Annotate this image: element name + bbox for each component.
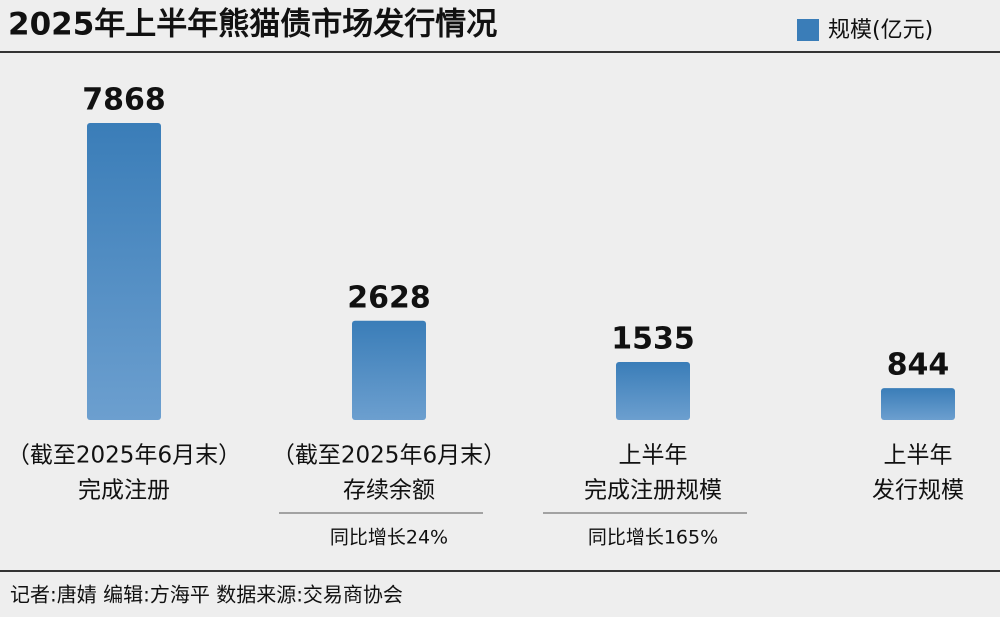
source: 记者:唐婧 编辑:方海平 数据来源:交易商协会	[10, 583, 403, 607]
value-label: 7868	[82, 83, 166, 118]
value-label: 1535	[611, 322, 695, 357]
value-label: 2628	[347, 280, 431, 315]
note: 同比增长24%	[330, 527, 448, 549]
x-tick-label: 完成注册	[78, 478, 170, 504]
x-tick-label: 完成注册规模	[584, 478, 722, 504]
x-tick-label: 存续余额	[343, 478, 435, 504]
value-label: 844	[887, 348, 950, 383]
bar	[87, 123, 161, 420]
bar	[352, 320, 426, 420]
legend-label: 规模(亿元)	[828, 18, 933, 43]
x-tick-label: （截至2025年6月末）	[272, 443, 506, 469]
chart-title: 2025年上半年熊猫债市场发行情况	[8, 7, 497, 43]
bar	[881, 388, 955, 420]
x-tick-label: 上半年	[884, 443, 953, 469]
x-tick-label: 发行规模	[872, 478, 964, 504]
x-tick-label: （截至2025年6月末）	[7, 443, 241, 469]
bar	[616, 362, 690, 420]
x-tick-label: 上半年	[619, 443, 688, 469]
note: 同比增长165%	[588, 527, 718, 549]
legend-swatch	[797, 19, 819, 41]
